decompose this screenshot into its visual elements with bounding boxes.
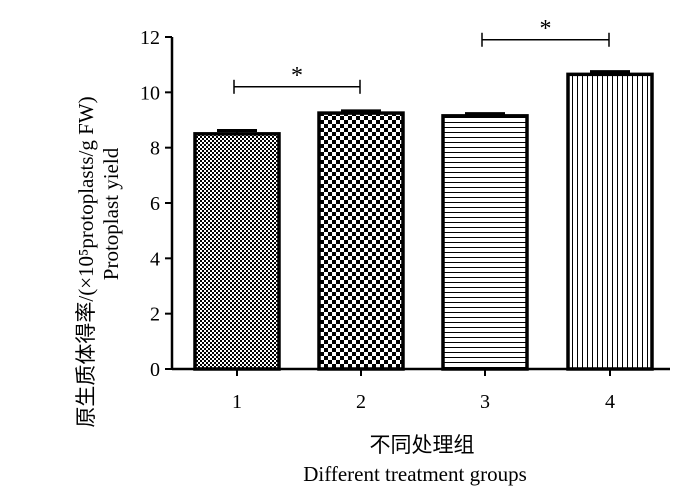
significance-asterisk: * (291, 63, 303, 89)
x-axis-title-cn: 不同处理组 (370, 433, 475, 457)
y-tick-label: 0 (150, 359, 160, 381)
y-tick-label: 12 (140, 27, 160, 49)
significance-bracket-1: * (233, 63, 361, 94)
y-axis: 0 2 4 6 8 10 12 (140, 27, 174, 381)
significance-bracket-2: * (481, 16, 610, 47)
y-axis-title-cn: 原生质体得率/(×10⁵protoplasts/g FW) (74, 96, 98, 427)
bar-3 (441, 114, 529, 371)
x-tick-label: 2 (356, 391, 366, 413)
y-tick-label: 10 (140, 82, 160, 104)
x-tick-label: 3 (480, 391, 490, 413)
significance-asterisk: * (540, 16, 552, 42)
x-axis-title-en: Different treatment groups (303, 462, 527, 486)
bars-layer (193, 72, 654, 371)
y-tick-label: 4 (150, 248, 160, 270)
x-tick-label: 4 (605, 391, 615, 413)
error-bars-layer (217, 70, 630, 134)
bar-1 (193, 132, 281, 371)
bar-4 (566, 72, 654, 371)
bar-2 (317, 111, 405, 371)
y-axis-title-en: Protoplast yield (99, 147, 123, 280)
x-axis: 1 2 3 4 (172, 367, 670, 413)
x-tick-label: 1 (232, 391, 242, 413)
y-tick-label: 8 (150, 138, 160, 160)
significance-layer: ** (233, 16, 610, 94)
y-tick-label: 2 (150, 304, 160, 326)
y-tick-label: 6 (150, 193, 160, 215)
